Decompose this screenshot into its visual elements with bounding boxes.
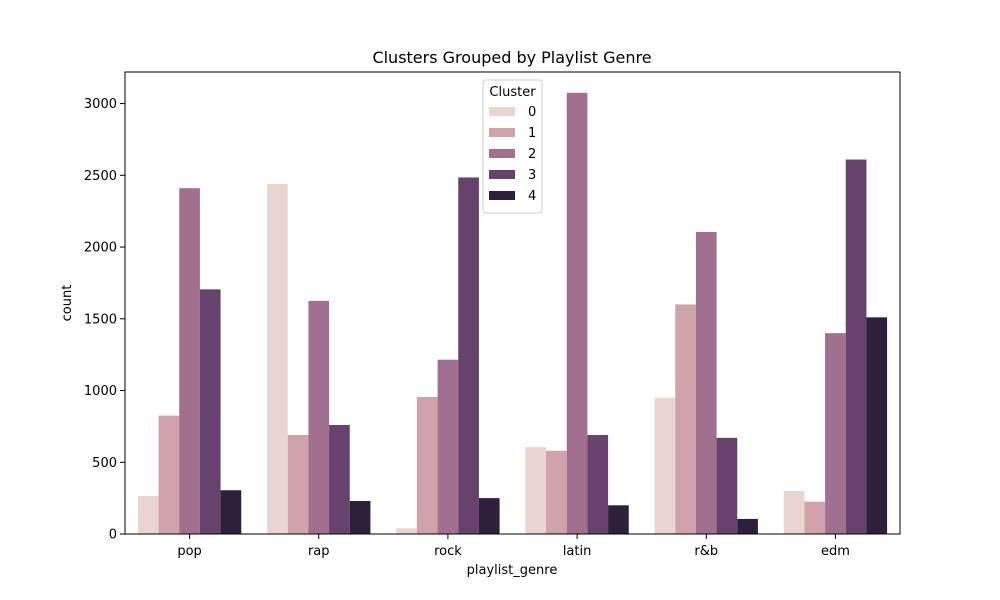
bar-edm-cluster-4: [866, 317, 888, 534]
legend-swatch-cluster-3: [489, 170, 515, 179]
legend-label-cluster-4: 4: [528, 189, 536, 204]
legend-label-cluster-1: 1: [528, 126, 536, 141]
bar-rap-cluster-4: [349, 501, 371, 534]
y-axis: 0 500 1000 1500 2000 2500 3000: [84, 97, 125, 543]
y-tick-label: 2500: [84, 169, 117, 184]
y-tick-label: 500: [92, 456, 117, 471]
bar-rb-cluster-1: [675, 304, 696, 534]
bar-pop-cluster-2: [179, 188, 200, 534]
bar-pop-cluster-3: [199, 289, 221, 534]
bar-pop-cluster-0: [137, 495, 159, 534]
x-axis-label: playlist_genre: [467, 563, 558, 578]
bar-edm-cluster-2: [825, 333, 846, 534]
bar-rap-cluster-0: [267, 183, 288, 534]
y-axis-label: count: [60, 285, 75, 322]
bar-pop-cluster-1: [158, 415, 180, 534]
bar-pop-cluster-4: [220, 490, 242, 534]
y-tick-label: 1000: [84, 384, 117, 399]
bar-rb-cluster-2: [695, 231, 717, 535]
bar-latin-cluster-3: [587, 435, 609, 534]
legend-label-cluster-3: 3: [528, 168, 536, 183]
y-tick-label: 2000: [84, 241, 117, 256]
legend-label-cluster-2: 2: [528, 147, 536, 162]
legend-swatch-cluster-0: [489, 107, 515, 116]
bar-latin-cluster-1: [546, 450, 567, 534]
legend: Cluster 0 1 2 3 4: [482, 79, 543, 214]
chart-title: Clusters Grouped by Playlist Genre: [372, 48, 651, 67]
bar-edm-cluster-3: [845, 159, 867, 534]
bar-rap-cluster-3: [329, 424, 350, 534]
bar-latin-cluster-2: [566, 92, 588, 535]
x-tick-label: edm: [821, 544, 850, 559]
x-axis: pop rap rock latin r&b edm: [177, 534, 850, 559]
bar-latin-cluster-4: [608, 505, 629, 534]
bar-edm-cluster-0: [783, 490, 805, 534]
plot-frame: [124, 71, 901, 535]
legend-swatch-cluster-2: [489, 149, 515, 158]
x-tick-label: rock: [434, 544, 462, 559]
x-tick-label: pop: [177, 544, 201, 559]
bar-rap-cluster-2: [308, 300, 330, 534]
bar-rock-cluster-2: [437, 359, 459, 534]
bar-edm-cluster-1: [804, 501, 826, 534]
bar-rock-cluster-4: [478, 498, 500, 534]
x-tick-label: rap: [308, 544, 330, 559]
bar-rb-cluster-3: [716, 437, 738, 534]
y-tick-label: 1500: [84, 312, 117, 327]
x-tick-label: r&b: [694, 544, 718, 559]
bar-rock-cluster-1: [416, 396, 438, 534]
y-tick-label: 0: [109, 528, 117, 543]
bar-rap-cluster-1: [287, 435, 309, 534]
y-tick-label: 3000: [84, 97, 117, 112]
legend-label-cluster-0: 0: [528, 105, 536, 120]
legend-title: Cluster: [489, 85, 536, 100]
bar-rock-cluster-3: [458, 177, 479, 534]
legend-swatch-cluster-4: [489, 191, 515, 200]
bars-group: [137, 92, 888, 535]
x-tick-label: latin: [563, 544, 592, 559]
bar-rb-cluster-0: [654, 397, 676, 534]
bar-rock-cluster-0: [396, 528, 417, 534]
bar-rb-cluster-4: [737, 518, 758, 534]
bar-latin-cluster-0: [525, 447, 547, 534]
legend-swatch-cluster-1: [489, 128, 515, 137]
